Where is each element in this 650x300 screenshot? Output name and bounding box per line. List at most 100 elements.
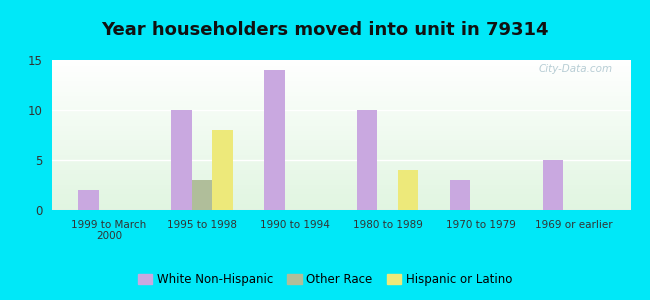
Bar <box>52 112 630 114</box>
Bar <box>192 180 212 210</box>
Bar <box>52 206 630 207</box>
Bar <box>52 90 630 92</box>
Bar <box>52 154 630 156</box>
Bar <box>52 130 630 132</box>
Bar <box>52 60 630 61</box>
Bar <box>52 110 630 111</box>
Bar <box>52 182 630 183</box>
Bar <box>171 110 192 210</box>
Bar <box>52 82 630 84</box>
Bar <box>52 142 630 144</box>
Bar <box>52 202 630 204</box>
Bar <box>52 180 630 182</box>
Bar <box>52 188 630 189</box>
Text: City-Data.com: City-Data.com <box>539 64 613 74</box>
Bar <box>52 64 630 66</box>
Bar <box>52 116 630 117</box>
Bar <box>52 195 630 196</box>
Bar <box>52 167 630 168</box>
Bar <box>52 132 630 134</box>
Bar <box>398 170 419 210</box>
Bar <box>52 72 630 74</box>
Bar <box>52 93 630 94</box>
Bar <box>52 70 630 72</box>
Bar <box>52 207 630 208</box>
Bar <box>52 94 630 96</box>
Bar <box>52 81 630 82</box>
Bar <box>52 66 630 68</box>
Bar <box>52 189 630 190</box>
Text: Year householders moved into unit in 79314: Year householders moved into unit in 793… <box>101 21 549 39</box>
Bar <box>52 106 630 108</box>
Bar <box>52 156 630 158</box>
Bar <box>52 147 630 148</box>
Bar <box>52 96 630 98</box>
Bar <box>52 100 630 102</box>
Bar <box>52 204 630 206</box>
Bar <box>52 174 630 176</box>
Bar <box>52 135 630 136</box>
Bar <box>52 69 630 70</box>
Bar <box>52 150 630 152</box>
Bar <box>52 184 630 186</box>
Bar <box>52 84 630 86</box>
Bar <box>52 159 630 160</box>
Bar <box>52 111 630 112</box>
Bar <box>52 80 630 81</box>
Bar <box>52 118 630 120</box>
Bar <box>52 158 630 159</box>
Bar <box>52 120 630 122</box>
Bar <box>52 177 630 178</box>
Bar <box>52 117 630 118</box>
Bar <box>264 70 285 210</box>
Bar <box>52 171 630 172</box>
Bar <box>52 153 630 154</box>
Bar <box>52 126 630 128</box>
Bar <box>52 198 630 200</box>
Bar <box>52 196 630 198</box>
Bar <box>52 114 630 116</box>
Bar <box>52 168 630 170</box>
Legend: White Non-Hispanic, Other Race, Hispanic or Latino: White Non-Hispanic, Other Race, Hispanic… <box>133 269 517 291</box>
Bar <box>52 123 630 124</box>
Bar <box>52 75 630 76</box>
Bar <box>52 68 630 69</box>
Bar <box>52 165 630 166</box>
Bar <box>543 160 564 210</box>
Bar <box>52 92 630 93</box>
Bar <box>52 178 630 180</box>
Bar <box>52 129 630 130</box>
Bar <box>52 98 630 99</box>
Bar <box>52 146 630 147</box>
Bar <box>52 134 630 135</box>
Bar <box>52 138 630 140</box>
Bar <box>450 180 471 210</box>
Bar <box>52 102 630 104</box>
Bar <box>52 186 630 188</box>
Bar <box>52 122 630 123</box>
Bar <box>52 85 630 87</box>
Bar <box>52 172 630 174</box>
Bar <box>52 144 630 146</box>
Bar <box>52 76 630 78</box>
Bar <box>52 124 630 126</box>
Bar <box>52 74 630 75</box>
Bar <box>52 78 630 80</box>
Bar <box>212 130 233 210</box>
Bar <box>52 136 630 138</box>
Bar <box>52 61 630 63</box>
Bar <box>52 105 630 106</box>
Bar <box>52 192 630 194</box>
Bar <box>78 190 99 210</box>
Bar <box>52 140 630 141</box>
Bar <box>52 176 630 177</box>
Bar <box>52 183 630 184</box>
Bar <box>52 208 630 210</box>
Bar <box>52 152 630 153</box>
Bar <box>52 164 630 165</box>
Bar <box>52 141 630 142</box>
Bar <box>52 190 630 192</box>
Bar <box>52 63 630 64</box>
Bar <box>52 99 630 100</box>
Bar <box>52 169 630 171</box>
